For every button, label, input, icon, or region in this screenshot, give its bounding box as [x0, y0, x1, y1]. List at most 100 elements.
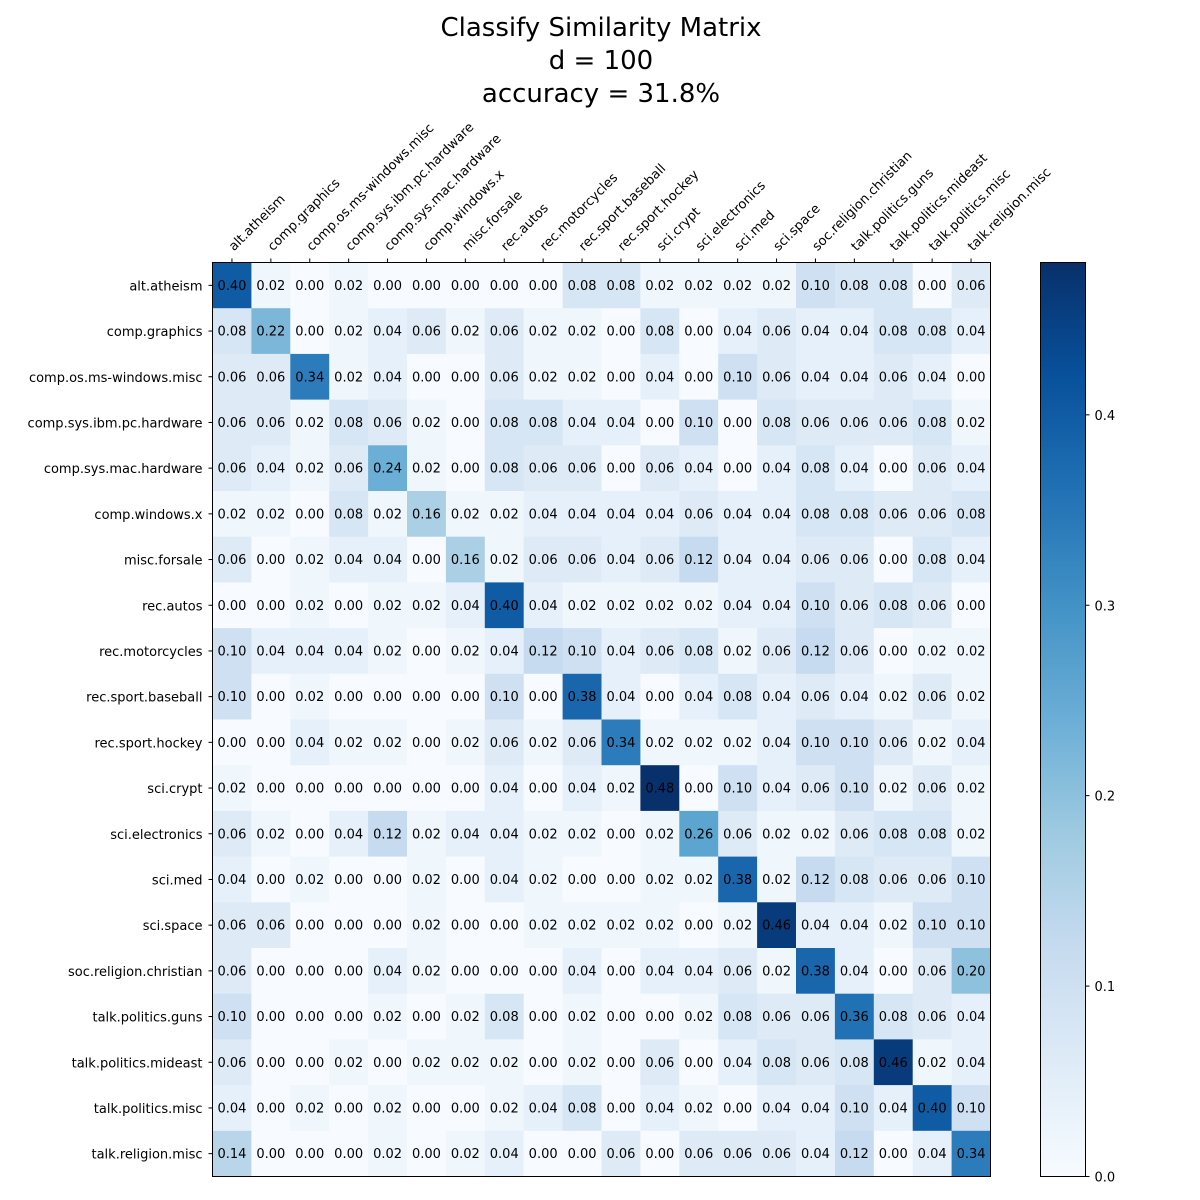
heatmap-cell — [484, 262, 525, 309]
cell-value-label: 0.00 — [918, 279, 947, 294]
cell-value-label: 0.10 — [957, 873, 986, 888]
heatmap-cell — [640, 1039, 680, 1086]
cell-value-label: 0.06 — [217, 370, 246, 385]
heatmap-cell — [368, 765, 408, 812]
heatmap-cell — [368, 491, 408, 538]
heatmap-cell — [834, 308, 875, 355]
heatmap-cell — [951, 993, 991, 1040]
heatmap-cell — [290, 582, 330, 629]
cell-value-label: 0.06 — [529, 462, 558, 477]
cell-value-label: 0.06 — [334, 462, 363, 477]
cell-value-label: 0.02 — [606, 782, 635, 797]
cell-value-label: 0.00 — [412, 1010, 441, 1025]
cell-value-label: 0.02 — [490, 1101, 519, 1116]
heatmap-cell — [562, 1039, 602, 1086]
heatmap-cell — [873, 353, 914, 401]
cell-value-label: 0.06 — [217, 553, 246, 568]
cell-value-label: 0.04 — [490, 1147, 519, 1162]
cell-value-label: 0.04 — [801, 1147, 830, 1162]
heatmap-cell — [834, 628, 875, 675]
cell-value-label: 0.04 — [529, 1101, 558, 1116]
heatmap-cell — [796, 765, 836, 812]
heatmap-cell — [212, 856, 252, 903]
cell-value-label: 0.02 — [451, 325, 480, 340]
heatmap-cell — [212, 993, 252, 1040]
heatmap-cell — [718, 262, 758, 309]
cell-value-label: 0.04 — [918, 1147, 947, 1162]
cell-value-label: 0.00 — [684, 1056, 713, 1071]
y-tick-label: misc.forsale — [124, 554, 203, 569]
heatmap-cell — [601, 262, 641, 309]
heatmap-cell — [251, 948, 291, 995]
cell-value-label: 0.06 — [217, 827, 246, 842]
heatmap-cell — [290, 673, 330, 720]
cell-value-label: 0.08 — [645, 325, 674, 340]
heatmap-cell — [251, 582, 291, 629]
heatmap-cell — [796, 582, 836, 629]
heatmap-cell — [484, 445, 525, 492]
heatmap-cell — [251, 1130, 291, 1177]
heatmap-cell — [329, 993, 369, 1040]
cell-value-label: 0.12 — [801, 644, 830, 659]
heatmap-cell — [329, 491, 369, 538]
cell-value-label: 0.08 — [762, 416, 791, 431]
cell-value-label: 0.00 — [334, 964, 363, 979]
heatmap-cell — [290, 810, 330, 858]
heatmap-cell — [251, 308, 291, 355]
cell-value-label: 0.06 — [490, 370, 519, 385]
y-tick-label: rec.sport.hockey — [95, 736, 203, 751]
cell-value-label: 0.06 — [762, 370, 791, 385]
cell-value-label: 0.00 — [451, 782, 480, 797]
cell-value-label: 0.04 — [723, 553, 752, 568]
heatmap-cell — [407, 1130, 447, 1177]
cell-value-label: 0.00 — [295, 782, 324, 797]
heatmap-cell — [951, 628, 991, 675]
heatmap-cell — [640, 948, 680, 995]
heatmap-cell — [679, 399, 719, 446]
cell-value-label: 0.02 — [645, 279, 674, 294]
heatmap-cell — [951, 1130, 991, 1177]
cell-value-label: 0.00 — [723, 1101, 752, 1116]
cell-value-label: 0.10 — [217, 1010, 246, 1025]
cell-value-label: 0.02 — [490, 553, 519, 568]
heatmap-cell — [368, 1085, 408, 1132]
heatmap-cell — [251, 810, 291, 858]
heatmap-cell — [212, 719, 252, 766]
heatmap-cell — [873, 673, 914, 720]
heatmap-cell — [329, 719, 369, 766]
cell-value-label: 0.06 — [568, 553, 597, 568]
heatmap-cell — [484, 719, 525, 766]
heatmap-cell — [757, 719, 797, 766]
cell-value-label: 0.02 — [490, 1056, 519, 1071]
heatmap-cell — [407, 399, 447, 446]
heatmap-cell — [601, 993, 641, 1040]
heatmap-cell — [407, 856, 447, 903]
heatmap-cell — [251, 856, 291, 903]
cell-value-label: 0.00 — [606, 827, 635, 842]
heatmap-cell — [562, 810, 602, 858]
heatmap-cell — [368, 1130, 408, 1177]
heatmap-cell — [640, 536, 680, 583]
cell-value-label: 0.10 — [723, 370, 752, 385]
heatmap-cell — [290, 1085, 330, 1132]
cell-value-label: 0.00 — [412, 690, 441, 705]
heatmap-cell — [834, 810, 875, 858]
heatmap-cell — [407, 810, 447, 858]
cell-value-label: 0.00 — [373, 782, 402, 797]
heatmap-cell — [951, 673, 991, 720]
heatmap-cell — [212, 582, 252, 629]
cell-value-label: 0.04 — [256, 462, 285, 477]
heatmap-frame — [212, 262, 991, 1177]
cell-value-label: 0.02 — [373, 1101, 402, 1116]
heatmap-cell — [445, 719, 486, 766]
cell-value-label: 0.02 — [723, 644, 752, 659]
cell-value-label: 0.10 — [840, 782, 869, 797]
cell-value-label: 0.00 — [334, 873, 363, 888]
cell-value-label: 0.00 — [684, 325, 713, 340]
cell-value-label: 0.04 — [568, 507, 597, 522]
chart-title-line-3: accuracy = 31.8% — [482, 79, 720, 109]
cell-value-label: 0.06 — [412, 325, 441, 340]
heatmap-cell — [368, 856, 408, 903]
heatmap-cell — [562, 856, 602, 903]
cell-value-label: 0.00 — [529, 782, 558, 797]
